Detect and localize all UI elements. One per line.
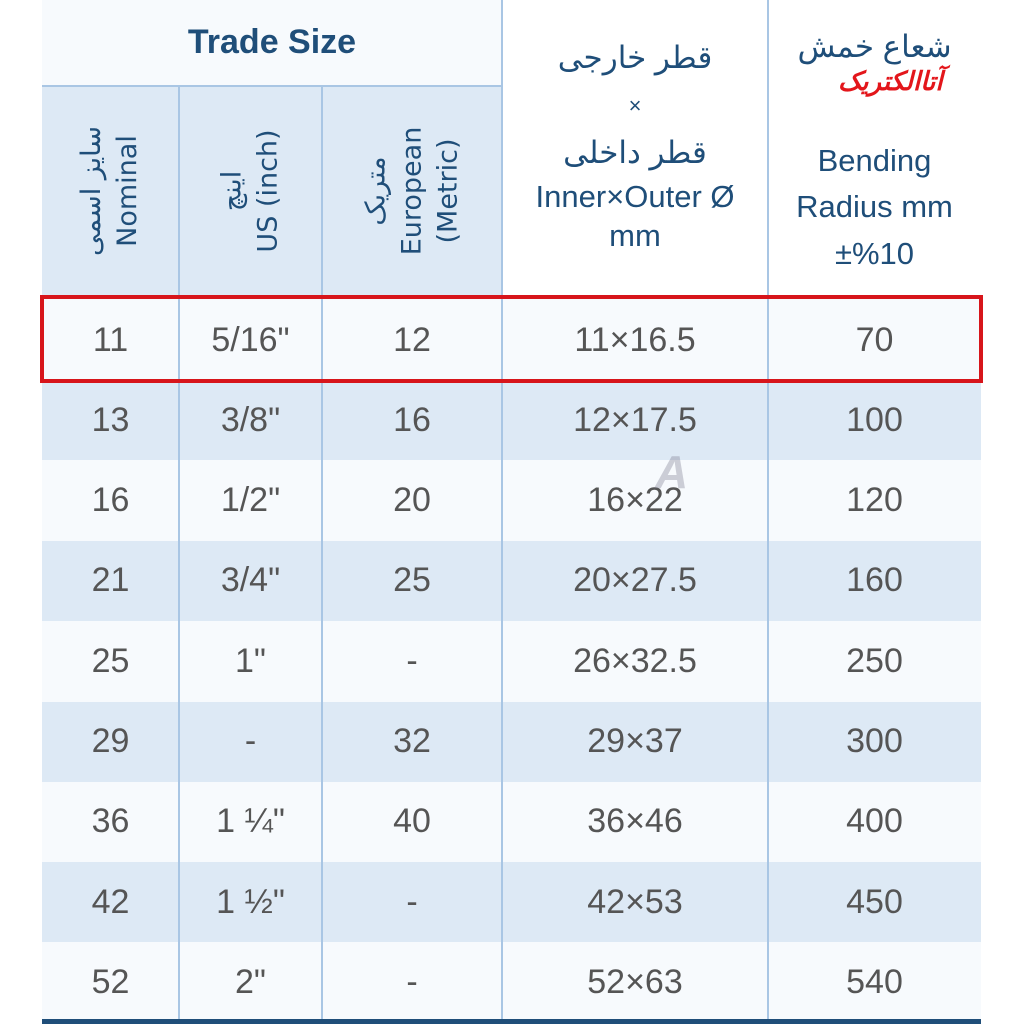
nominal-fa: سایز اسمی [76,125,108,257]
nominal-cell: 52 [91,962,130,1001]
diameter-outer-fa: قطر خارجی [557,40,713,76]
table-row: 25 1" - 26×32.5 250 [42,621,981,701]
inner-outer-cell: 42×53 [587,882,683,921]
nominal-en: Nominal [112,135,144,247]
bending-fa: شعاع خمش [797,29,952,64]
diameter-header: قطر خارجی × قطر داخلی Inner×Outer Ø mm [502,0,768,295]
bending-radius-cell: 450 [846,882,903,921]
us-inch-cell: 1" [235,641,266,680]
metric-en1: European [395,126,427,256]
table-row: 36 1 ¼" 40 36×46 400 [42,782,981,862]
bending-en2: Radius mm [796,189,953,225]
inner-outer-cell: 26×32.5 [573,641,697,680]
bending-radius-header: شعاع خمش Bending Radius mm ±%10 [768,0,981,295]
inner-outer-cell: 20×27.5 [573,561,697,600]
diameter-unit: mm [609,218,661,253]
nominal-cell: 21 [91,561,130,600]
metric-cell: 16 [393,400,431,439]
metric-cell: - [406,882,418,921]
us-inch-cell: 3/4" [220,561,281,600]
bending-radius-cell: 250 [846,641,903,680]
trade-size-heading: Trade Size [187,23,357,61]
nominal-cell: 13 [91,400,130,439]
us-inch-header: اینچ US (inch) [179,87,322,295]
table-row: 21 3/4" 25 20×27.5 160 [42,540,981,621]
bending-radius-cell: 120 [846,481,903,520]
bending-radius-cell: 300 [846,722,903,760]
bending-en1: Bending [817,142,932,178]
us-inch-cell: 1/2" [220,481,281,520]
metric-cell: - [406,641,418,680]
bending-radius-cell: 70 [855,320,894,359]
bending-en3: ±%10 [834,235,915,271]
us-inch-cell: 1 ¼" [216,802,285,841]
table-row: 11 5/16" 12 11×16.5 70 [42,300,981,380]
metric-cell: 12 [393,320,431,359]
brand-logo: آتاالکتریک [838,66,944,96]
metric-cell: 20 [393,481,431,520]
table-bottom-border [42,1019,981,1024]
us-en: US (inch) [252,129,284,253]
us-fa: اینچ [216,170,248,212]
bending-radius-cell: 160 [846,561,903,600]
inner-outer-cell: 12×17.5 [573,400,697,439]
diameter-times: × [628,93,642,118]
table-row: 16 1/2" 20 16×22 120 [42,461,981,541]
bending-radius-cell: 100 [846,400,903,439]
metric-en2: (Metric) [431,138,463,244]
highlighted-row-outline [40,295,983,383]
metric-fa: متریک [359,156,391,226]
bending-radius-cell: 400 [846,802,903,841]
nominal-cell: 42 [91,882,130,921]
inner-outer-cell: 16×22 [587,481,683,520]
us-inch-cell: 2" [235,962,266,1001]
conduit-size-table: Trade Size سایز اسمی Nominal اینچ US (inch… [42,0,981,1024]
bending-radius-cell: 540 [846,962,903,1001]
nominal-cell: 29 [91,722,130,760]
table-row: 13 3/8" 16 12×17.5 100 [42,380,981,461]
metric-header: متریک European (Metric) [322,87,502,295]
metric-cell: 40 [393,802,431,841]
inner-outer-cell: 29×37 [587,722,683,760]
metric-cell: 32 [393,722,431,760]
table-row: 29 - 32 29×37 300 [42,701,981,782]
diameter-en: Inner×Outer Ø [535,179,735,215]
metric-cell: 25 [393,561,431,600]
metric-cell: - [406,962,418,1001]
nominal-cell: 16 [91,481,130,520]
us-inch-cell: 5/16" [211,320,290,359]
nominal-cell: 11 [92,320,129,359]
us-inch-cell: 3/8" [220,400,281,439]
nominal-cell: 25 [91,641,130,680]
nominal-cell: 36 [91,802,130,841]
table-row: 42 1 ½" - 42×53 450 [42,862,981,943]
inner-outer-cell: 11×16.5 [574,320,696,359]
diameter-inner-fa: قطر داخلی [563,134,707,170]
table-row: 52 2" - 52×63 540 [42,942,981,1022]
us-inch-cell: 1 ½" [216,882,285,921]
nominal-header: سایز اسمی Nominal [42,87,179,295]
inner-outer-cell: 52×63 [587,962,683,1001]
us-inch-cell: - [244,722,257,760]
watermark-logo: A [655,446,689,498]
inner-outer-cell: 36×46 [587,802,683,841]
